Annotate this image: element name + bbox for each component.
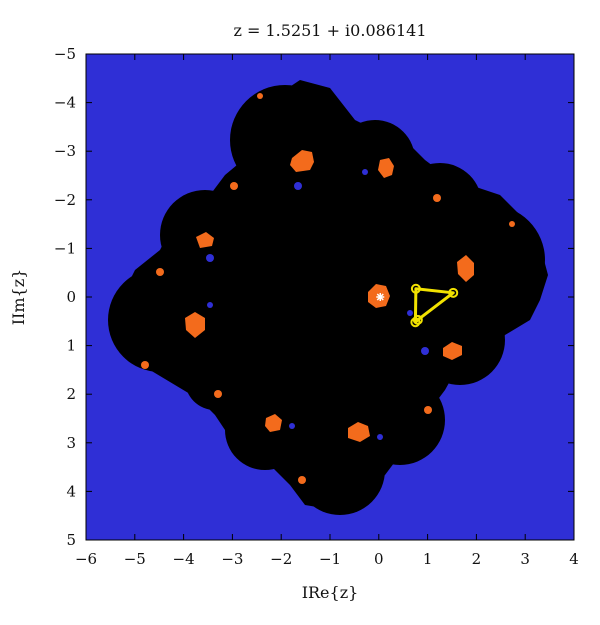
- iteration-point: [448, 287, 459, 298]
- y-tick-label: 3: [66, 434, 76, 452]
- x-tick-label: −1: [319, 550, 341, 568]
- origin-marker-stroke: [376, 293, 384, 301]
- y-tick-label: 0: [66, 288, 76, 306]
- y-tick-label: −1: [54, 239, 76, 257]
- x-axis: −6 −5 −4 −3 −2 −1 0 1 2 3 4: [75, 54, 579, 568]
- y-tick-label: −5: [54, 45, 76, 63]
- x-tick-label: −6: [75, 550, 97, 568]
- y-axis-title: IIm{z}: [9, 269, 28, 326]
- y-tick-label: 2: [66, 385, 76, 403]
- x-tick-label: −3: [221, 550, 243, 568]
- fractal-set: [108, 80, 548, 515]
- x-tick-label: 0: [374, 550, 384, 568]
- iteration-point: [410, 317, 421, 328]
- y-axis: −5 −4 −3 −2 −1 0 1 2 3 4 5: [54, 45, 574, 549]
- fractal-region: [108, 80, 548, 515]
- y-tick-label: −2: [54, 191, 76, 209]
- y-tick-label: 4: [66, 482, 76, 500]
- x-tick-label: 4: [569, 550, 579, 568]
- y-tick-label: 1: [66, 337, 76, 355]
- x-axis-title: IRe{z}: [302, 583, 359, 602]
- x-tick-label: −4: [173, 550, 195, 568]
- x-tick-label: 1: [423, 550, 433, 568]
- y-tick-label: 5: [66, 531, 76, 549]
- chart-title: z = 1.5251 + i0.086141: [233, 21, 426, 40]
- iteration-point: [410, 283, 421, 294]
- y-tick-label: −3: [54, 142, 76, 160]
- x-tick-label: −5: [124, 550, 146, 568]
- overlay: [376, 283, 459, 328]
- y-tick-label: −4: [54, 94, 76, 112]
- x-tick-label: 3: [520, 550, 530, 568]
- iteration-path: [413, 287, 455, 324]
- x-tick-label: −2: [270, 550, 292, 568]
- iteration-point: [412, 314, 423, 325]
- origin-marker: [376, 293, 385, 301]
- x-tick-label: 2: [472, 550, 482, 568]
